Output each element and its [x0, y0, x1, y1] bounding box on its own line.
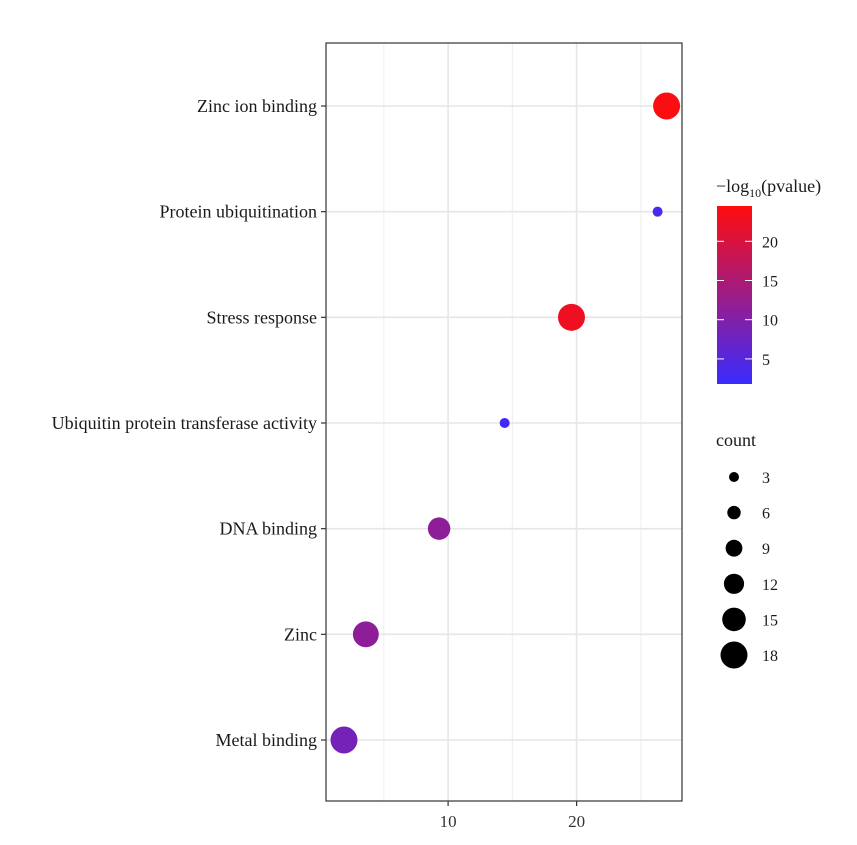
size-legend-dot — [727, 505, 741, 520]
data-point — [352, 621, 379, 648]
size-legend-label: 6 — [762, 506, 770, 523]
category-label: DNA binding — [219, 519, 317, 539]
size-legend-dot — [723, 573, 745, 594]
grid-lines — [326, 43, 682, 801]
category-label: Protein ubiquitination — [160, 202, 318, 222]
color-legend-label: 20 — [762, 234, 778, 251]
size-legend-label: 15 — [762, 612, 778, 629]
data-point — [427, 517, 451, 540]
x-tick-label: 10 — [440, 812, 457, 831]
color-legend-title: −log10(pvalue) — [716, 176, 821, 200]
category-label: Zinc ion binding — [197, 96, 317, 116]
category-axis: Zinc ion binding Protein ubiquitination St… — [52, 96, 326, 750]
data-point — [653, 92, 681, 120]
data-point — [557, 303, 585, 331]
size-legend: count 3 6 9 12 15 18 — [716, 430, 778, 669]
size-legend-dot — [720, 641, 748, 669]
size-legend-title: count — [716, 430, 756, 450]
data-point — [499, 418, 510, 428]
data-points — [330, 92, 681, 754]
data-point — [652, 206, 663, 217]
size-legend-dot — [725, 539, 743, 557]
size-legend-label: 12 — [762, 577, 778, 594]
category-label: Ubiquitin protein transferase activity — [52, 413, 317, 433]
category-label: Stress response — [207, 307, 318, 327]
size-legend-label: 3 — [762, 470, 770, 487]
color-legend-label: 10 — [762, 313, 778, 330]
size-legend-dot — [722, 607, 746, 632]
color-legend-bar — [717, 206, 752, 384]
category-label: Metal binding — [216, 730, 318, 750]
size-legend-label: 18 — [762, 648, 778, 665]
x-tick-label: 20 — [568, 812, 585, 831]
size-legend-dot — [729, 472, 739, 482]
category-label: Zinc — [284, 624, 317, 644]
size-legend-label: 9 — [762, 541, 770, 558]
color-legend-label: 5 — [762, 352, 770, 369]
x-axis: 10 20 — [440, 801, 585, 831]
data-point — [330, 726, 358, 754]
color-legend-label: 15 — [762, 273, 778, 290]
plot-panel — [325, 42, 683, 802]
color-legend: −log10(pvalue) 5 10 15 20 — [716, 176, 821, 384]
